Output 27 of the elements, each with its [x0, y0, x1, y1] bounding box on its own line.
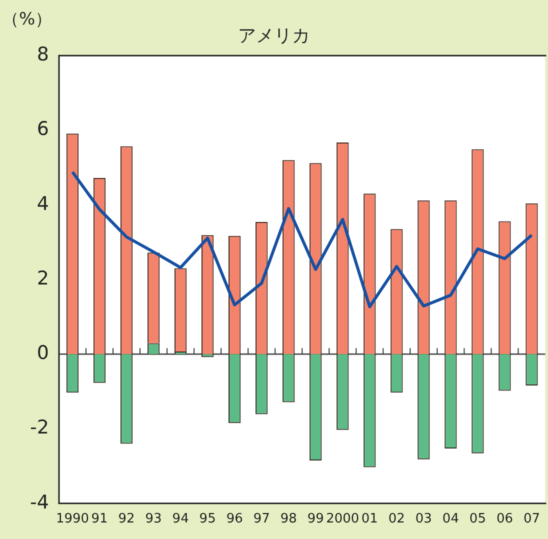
- x-tick-label: 02: [388, 512, 405, 527]
- x-tick-label: 99: [307, 512, 324, 527]
- x-tick-label: 92: [118, 512, 135, 527]
- x-tick-label: 01: [361, 512, 378, 527]
- y-tick-label: -2: [30, 416, 49, 439]
- x-tick-label: 94: [172, 512, 189, 527]
- y-tick-label: -4: [30, 491, 49, 514]
- y-tick-label: 6: [36, 118, 49, 140]
- x-tick-label: 1990: [56, 512, 90, 527]
- x-tick-label: 96: [226, 512, 243, 527]
- x-tick-label: 05: [469, 512, 486, 527]
- x-tick-label: 95: [199, 512, 216, 527]
- x-tick-label: 06: [496, 512, 513, 527]
- y-tick-label: 4: [36, 192, 49, 215]
- x-tick-label: 97: [253, 512, 270, 527]
- x-tick-label: 93: [145, 512, 162, 527]
- chart-title: アメリカ: [238, 25, 310, 46]
- x-tick-label: 91: [91, 512, 108, 527]
- x-tick-label: 04: [442, 512, 459, 527]
- x-tick-label: 03: [415, 512, 432, 527]
- y-tick-label: 0: [36, 342, 49, 364]
- y-tick-label: 2: [36, 267, 49, 290]
- y-tick-label: 8: [36, 44, 49, 66]
- x-tick-label: 07: [523, 512, 540, 527]
- y-axis-title: （%）: [2, 9, 52, 30]
- x-tick-label: 98: [280, 512, 297, 527]
- x-tick-label: 2000: [326, 512, 360, 527]
